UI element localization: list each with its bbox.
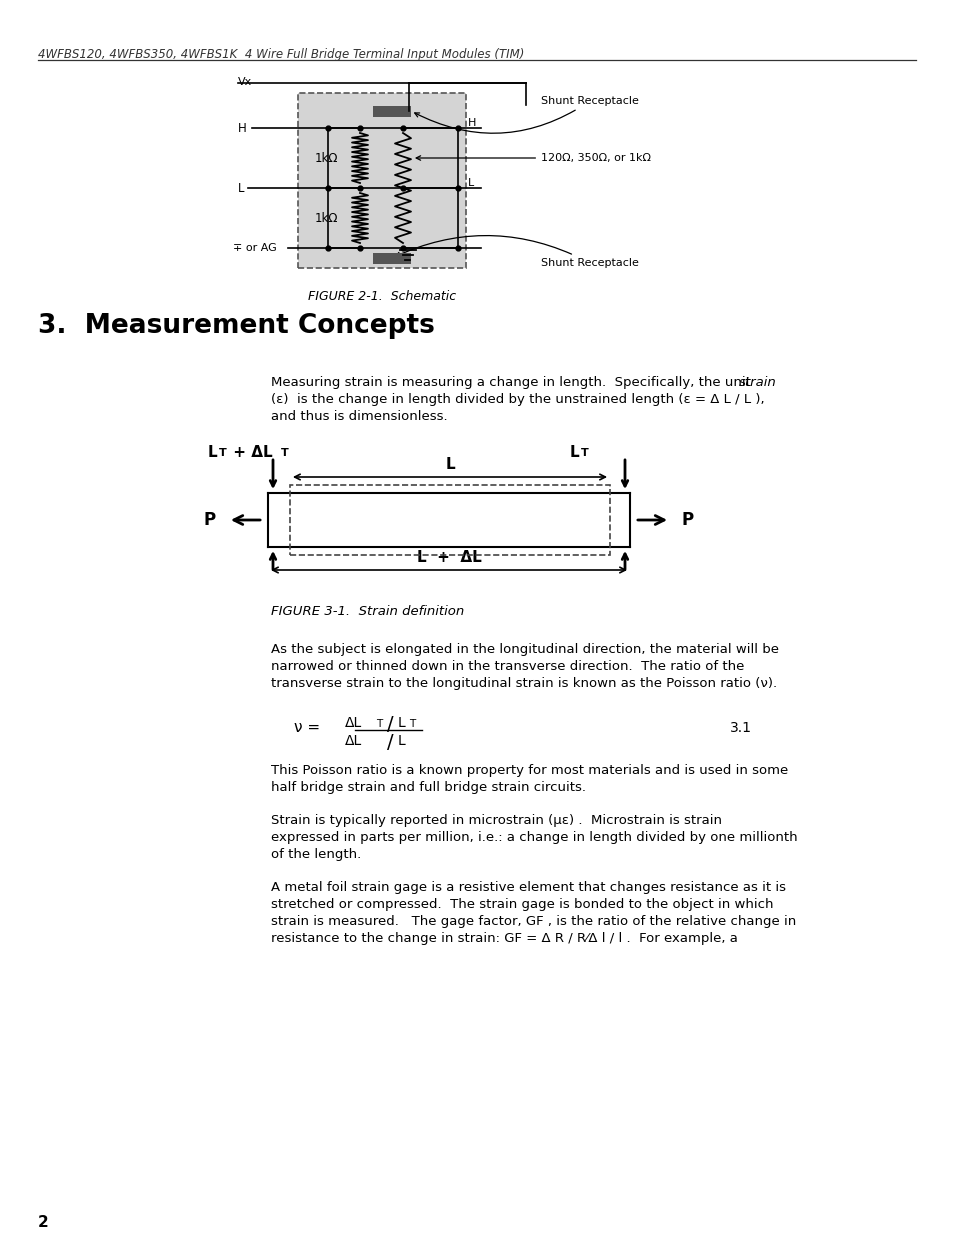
Text: T: T [281,448,289,458]
Text: resistance to the change in strain: GF = Δ R / R⁄Δ l / l .  For example, a: resistance to the change in strain: GF =… [271,932,737,945]
Text: T: T [409,719,415,729]
Text: Vx: Vx [237,77,252,86]
Text: + ΔL: + ΔL [228,445,273,459]
Text: Shunt Receptacle: Shunt Receptacle [415,96,639,133]
Text: /: / [386,715,393,734]
Text: transverse strain to the longitudinal strain is known as the Poisson ratio (ν).: transverse strain to the longitudinal st… [271,677,777,690]
Text: 2: 2 [38,1215,49,1230]
Text: 4WFBS120, 4WFBS350, 4WFBS1K  4 Wire Full Bridge Terminal Input Modules (TIM): 4WFBS120, 4WFBS350, 4WFBS1K 4 Wire Full … [38,48,524,61]
Text: Measuring strain is measuring a change in length.  Specifically, the unit: Measuring strain is measuring a change i… [271,375,755,389]
Text: 120Ω, 350Ω, or 1kΩ: 120Ω, 350Ω, or 1kΩ [416,153,650,163]
Text: /: / [386,734,393,752]
Text: T: T [580,448,588,458]
Text: (ε)  is the change in length divided by the unstrained length (ε = Δ L / L ),: (ε) is the change in length divided by t… [271,393,763,406]
Text: 1kΩ: 1kΩ [314,211,337,225]
Text: T: T [375,719,382,729]
Text: L: L [445,457,455,472]
Text: strain is measured.   The gage factor, GF , is the ratio of the relative change : strain is measured. The gage factor, GF … [271,915,796,927]
Text: FIGURE 3-1.  Strain definition: FIGURE 3-1. Strain definition [271,605,464,618]
Text: A metal foil strain gage is a resistive element that changes resistance as it is: A metal foil strain gage is a resistive … [271,881,785,894]
Text: L: L [237,182,244,194]
Text: T: T [219,448,227,458]
Text: Shunt Receptacle: Shunt Receptacle [395,236,639,268]
Bar [297,93,465,268]
Text: L: L [397,716,405,730]
Text: P: P [204,511,215,529]
Text: L: L [468,178,474,188]
Text: L: L [397,734,405,748]
Text: L  +  ΔL: L + ΔL [416,550,481,564]
Text: 3.1: 3.1 [729,721,751,735]
Text: strain: strain [739,375,776,389]
Text: L: L [208,445,217,459]
Text: P: P [681,511,694,529]
Text: L: L [569,445,579,459]
Text: FIGURE 2-1.  Schematic: FIGURE 2-1. Schematic [308,290,456,303]
Bar [373,253,411,264]
Text: expressed in parts per million, i.e.: a change in length divided by one milliont: expressed in parts per million, i.e.: a … [271,831,797,844]
Text: and thus is dimensionless.: and thus is dimensionless. [271,410,447,424]
Text: This Poisson ratio is a known property for most materials and is used in some: This Poisson ratio is a known property f… [271,764,787,777]
Text: 3.  Measurement Concepts: 3. Measurement Concepts [38,312,435,338]
Text: stretched or compressed.  The strain gage is bonded to the object in which: stretched or compressed. The strain gage… [271,898,773,911]
Text: H: H [237,121,247,135]
Text: H: H [468,119,476,128]
Text: As the subject is elongated in the longitudinal direction, the material will be: As the subject is elongated in the longi… [271,643,779,656]
Text: narrowed or thinned down in the transverse direction.  The ratio of the: narrowed or thinned down in the transver… [271,659,743,673]
Text: 1kΩ: 1kΩ [314,152,337,164]
Text: Strain is typically reported in microstrain (με) .  Microstrain is strain: Strain is typically reported in microstr… [271,814,721,827]
Text: of the length.: of the length. [271,848,361,861]
Text: ν =: ν = [294,720,319,736]
Text: ΔL: ΔL [344,734,361,748]
Text: ΔL: ΔL [344,716,361,730]
Text: half bridge strain and full bridge strain circuits.: half bridge strain and full bridge strai… [271,781,585,794]
Bar [373,106,411,117]
Text: ∓ or AG: ∓ or AG [233,243,276,253]
